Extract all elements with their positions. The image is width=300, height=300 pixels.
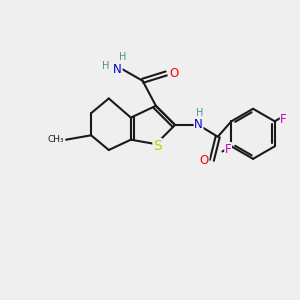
Text: H: H bbox=[119, 52, 126, 62]
Text: F: F bbox=[280, 112, 287, 126]
Text: N: N bbox=[194, 118, 203, 131]
Text: S: S bbox=[153, 139, 162, 153]
Text: H: H bbox=[102, 61, 110, 71]
Text: F: F bbox=[225, 142, 231, 156]
Text: CH₃: CH₃ bbox=[48, 135, 64, 144]
Text: O: O bbox=[200, 154, 209, 167]
Text: N: N bbox=[113, 62, 122, 76]
Text: H: H bbox=[196, 108, 204, 118]
Text: O: O bbox=[169, 67, 178, 80]
